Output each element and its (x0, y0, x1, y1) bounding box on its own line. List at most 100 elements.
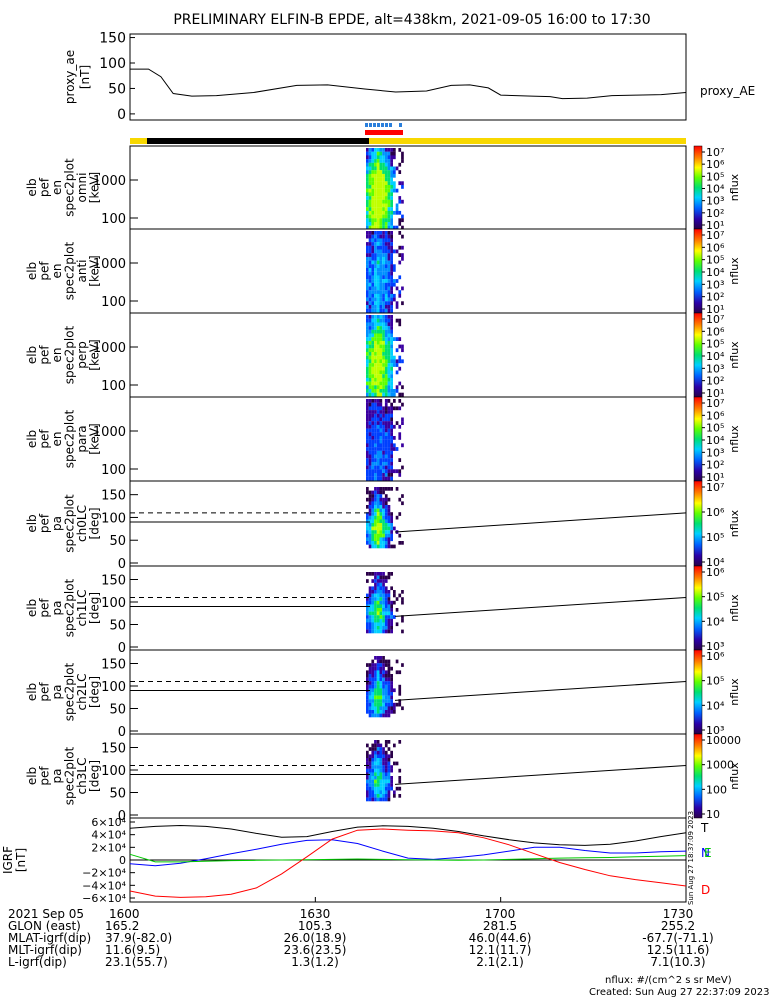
panel-ylabel-line: elb (25, 767, 39, 785)
spec-cell (387, 242, 391, 246)
panel-frame (129, 565, 687, 651)
spec-cell (374, 377, 377, 382)
spec-cell (374, 173, 377, 178)
spec-cell (379, 417, 383, 422)
spec-cell (382, 203, 385, 208)
spec-cell (366, 333, 369, 338)
pa-cell (371, 790, 375, 795)
spec-cell (384, 207, 388, 211)
ytick-label: 1000 (93, 174, 126, 189)
spec-cell (384, 381, 388, 386)
pa-cell (374, 710, 377, 714)
proxy-ae-ylabel-line1: proxy_ae (63, 50, 77, 104)
spec-cell (379, 279, 383, 283)
pa-cell (371, 699, 375, 703)
spec-cell (382, 297, 385, 302)
pa-cell (379, 533, 383, 538)
pa-cell (401, 501, 404, 506)
pa-cell (387, 512, 391, 516)
spec-cell (371, 177, 375, 182)
pa-cell (366, 572, 369, 576)
pa-cell (387, 541, 391, 545)
spec-cell (390, 432, 393, 437)
spec-cell (395, 166, 399, 171)
pa-cell (374, 626, 377, 630)
pa-cell (398, 740, 402, 744)
spec-cell (393, 210, 396, 215)
pa-cell (368, 670, 372, 675)
spec-cell (382, 454, 385, 459)
spec-cell (382, 279, 385, 283)
spec-cell (401, 344, 404, 349)
pa-cell (368, 572, 372, 576)
spec-cell (390, 337, 393, 341)
spec-cell (393, 355, 396, 360)
pa-cell (371, 515, 375, 520)
pa-cell (387, 604, 391, 609)
pa-cell (384, 593, 388, 598)
pa-cell (382, 608, 385, 612)
spec-cell (371, 185, 375, 189)
pa-cell (384, 663, 388, 667)
spec-cell (384, 454, 388, 459)
pa-cell (395, 608, 399, 612)
pa-cell (379, 797, 383, 802)
pa-cell (379, 490, 383, 495)
spec-cell (371, 214, 375, 219)
pa-cell (390, 544, 393, 549)
spec-cell (374, 469, 377, 474)
spec-cell (382, 377, 385, 382)
pa-cell (382, 508, 385, 513)
spec-cell (376, 443, 380, 448)
pa-cell (379, 747, 383, 751)
pa-cell (374, 512, 377, 516)
spec-cell (393, 188, 396, 193)
pa-cell (387, 776, 391, 780)
pa-cell (368, 663, 372, 667)
pa-cell (384, 779, 388, 784)
spec-cell (366, 188, 369, 193)
panel-frame (129, 312, 687, 398)
pa-cell (379, 618, 383, 623)
spec-cell (374, 301, 377, 306)
colorbar-tick-label: 10¹ (706, 471, 724, 484)
spec-cell (387, 428, 391, 433)
pa-cell (382, 783, 385, 787)
pa-cell (374, 772, 377, 777)
spec-cell (384, 329, 388, 334)
panel-ylabel-line: spec2plot (63, 325, 77, 384)
pa-cell (384, 754, 388, 759)
pa-cell (379, 575, 383, 580)
pa-cell (376, 758, 380, 762)
spec-cell (382, 210, 385, 215)
spec-cell (384, 439, 388, 444)
spec-cell (366, 454, 369, 459)
pa-cell (368, 765, 372, 769)
spec-cell (398, 322, 402, 327)
spec-cell (371, 432, 375, 437)
spec-cell (368, 185, 372, 189)
pa-cell (374, 754, 377, 759)
spec-cell (366, 293, 369, 298)
pa-cell (390, 537, 393, 542)
spec-cell (384, 355, 388, 360)
spec-cell (374, 260, 377, 265)
pa-cell (398, 670, 402, 675)
pa-cell (371, 572, 375, 576)
pa-cell (366, 512, 369, 516)
pa-cell (387, 530, 391, 534)
spec-cell (393, 359, 396, 364)
spec-cell (398, 344, 402, 349)
spec-cell (371, 392, 375, 397)
spec-cell (368, 260, 372, 265)
spec-cell (398, 473, 402, 477)
spec-cell (368, 329, 372, 334)
spec-cell (387, 377, 391, 382)
colorbar-tick-label: 10³ (706, 724, 724, 737)
spec-cell (376, 465, 380, 470)
spec-cell (390, 249, 393, 254)
pa-cell (390, 487, 393, 491)
spec-cell (368, 432, 372, 437)
